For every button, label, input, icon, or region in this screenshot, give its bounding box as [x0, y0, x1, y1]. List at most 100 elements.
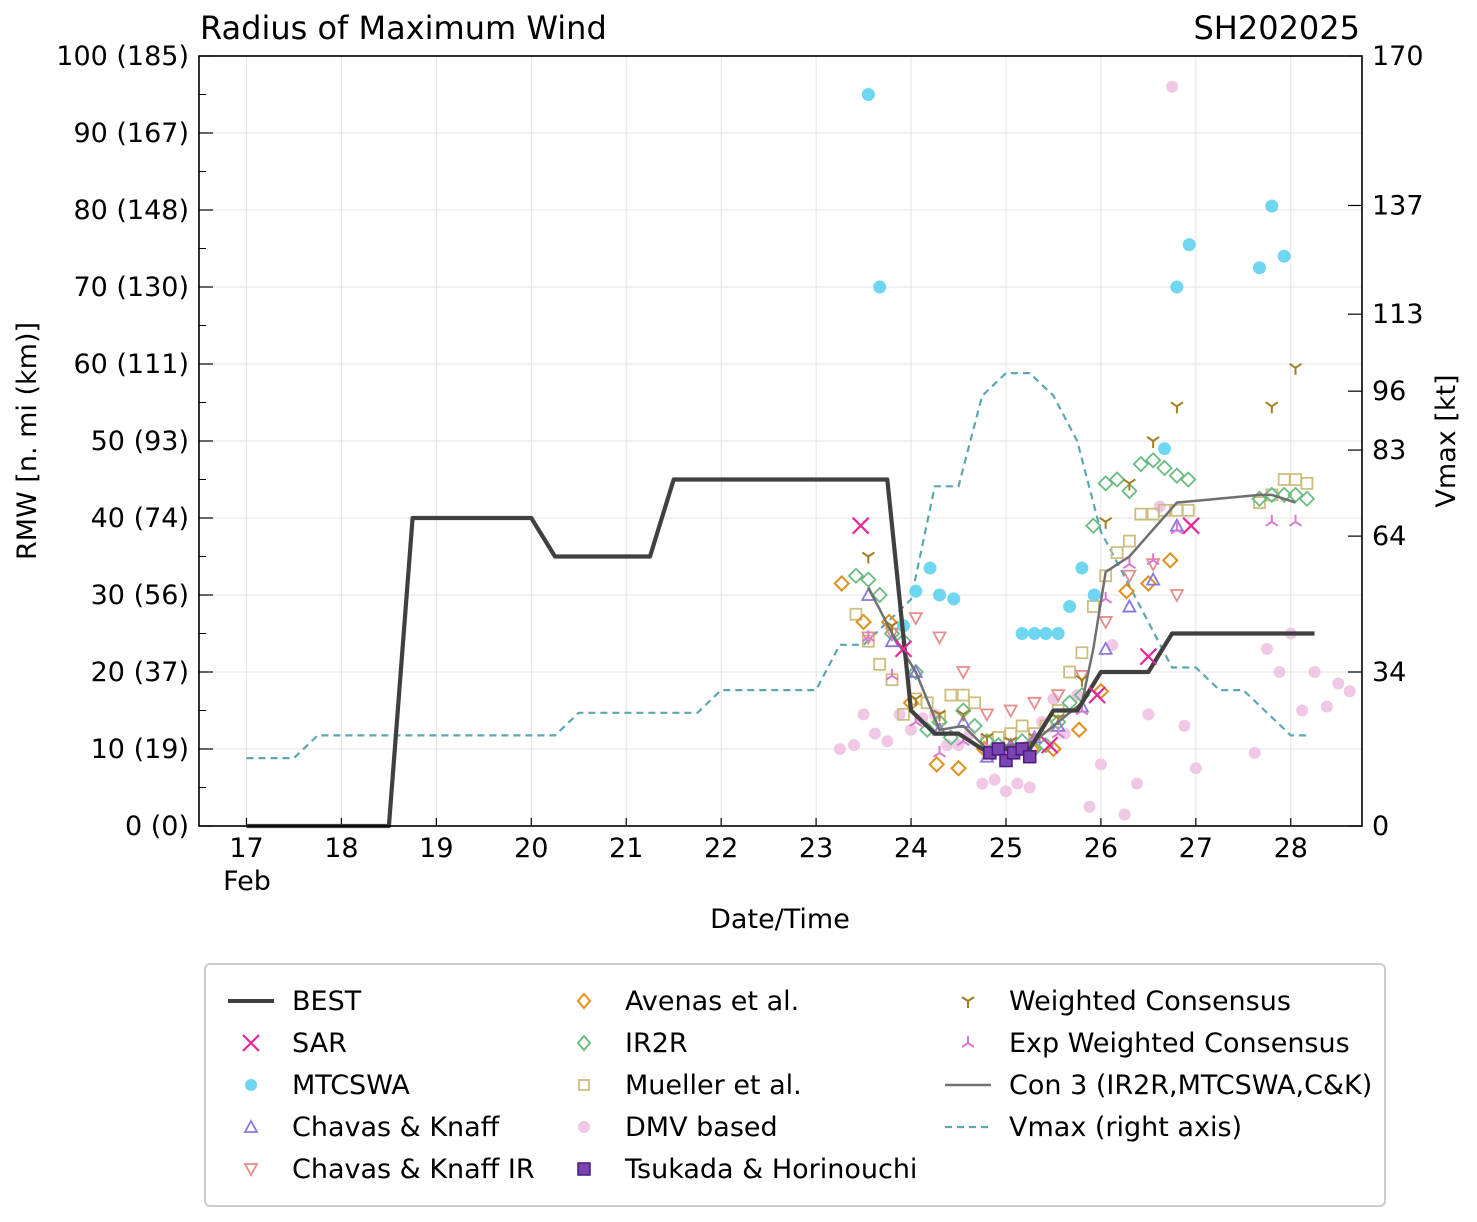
sar-point: [894, 640, 913, 658]
dmv-point: [988, 773, 1001, 786]
avenas-point: [1139, 575, 1157, 592]
legend-label: Tsukada & Horinouchi: [625, 1153, 918, 1185]
dmv-point: [1343, 685, 1356, 698]
chavas-knaff-point: [908, 664, 924, 678]
ir2r-point: [1275, 486, 1293, 504]
storm-id: SH202025: [1193, 9, 1360, 47]
exp-weighted-consensus-point: [1051, 726, 1065, 739]
legend-label: Avenas et al.: [625, 985, 800, 1017]
mtcswa-point: [1063, 600, 1077, 614]
dmv-point: [857, 708, 870, 721]
mueller-point: [1099, 569, 1113, 583]
chavas-knaff-point: [1121, 598, 1137, 613]
dmv-point: [833, 743, 846, 755]
avenas-point: [1118, 582, 1135, 600]
chavas-knaff-ir-point: [908, 612, 924, 626]
mueller-point: [1086, 600, 1100, 613]
legend-dot-marker-icon: [578, 1121, 590, 1133]
mueller-point: [1277, 473, 1291, 486]
avenas-point: [855, 613, 872, 631]
mtcswa-point: [1252, 261, 1266, 275]
right-tick-label: 96: [1372, 376, 1406, 407]
tsukada-point: [991, 742, 1006, 756]
x-tick-label: 19: [419, 833, 453, 864]
legend-label: Chavas & Knaff IR: [292, 1153, 535, 1185]
mtcswa-point: [1075, 561, 1089, 575]
mueller-point: [1015, 719, 1029, 733]
dmv-point: [1118, 808, 1131, 821]
mueller-point: [1300, 476, 1314, 490]
x-tick-label: 26: [1084, 833, 1118, 864]
avenas-point: [1161, 551, 1179, 569]
y-tick-label: 10 (19): [91, 734, 189, 765]
dmv-point: [1058, 727, 1071, 740]
weighted-consensus-point: [1146, 436, 1160, 448]
grid-lines: [199, 55, 1362, 827]
mueller-point: [956, 688, 970, 702]
mueller-point: [873, 657, 887, 671]
legend-item-mtcswa: MTCSWA: [226, 1065, 410, 1105]
ir2r-point: [1179, 471, 1197, 488]
y-tick-label: 70 (130): [73, 272, 189, 303]
weighted-consensus-point: [956, 709, 970, 722]
y-tick-label: 20 (37): [91, 657, 189, 688]
chavas-knaff-ir-point: [932, 631, 948, 646]
mueller-point: [897, 707, 910, 721]
chavas-knaff-ir-point: [1074, 669, 1090, 684]
mueller-point: [968, 696, 982, 710]
ir2r-point: [1108, 471, 1126, 488]
chart-title: Radius of Maximum Wind: [200, 9, 607, 47]
chavas-knaff-ir-point: [1026, 696, 1042, 711]
dmv-point: [1273, 666, 1286, 678]
exp-weighted-consensus-point: [1288, 514, 1303, 527]
dmv-point: [1332, 677, 1345, 690]
avenas-point: [928, 755, 946, 773]
weighted-consensus-point: [861, 551, 875, 564]
x-tick-label: 20: [514, 833, 548, 864]
x-tick-label: 23: [799, 833, 833, 864]
ir2r-point: [860, 571, 877, 588]
y-axis-ticks: 0 (0) 10 (19) 20 (37) 30 (56) 40 (74) 50 (93)…: [56, 41, 213, 842]
y-axis-label: RMW [n. mi (km)]: [12, 322, 43, 560]
legend-x-marker-icon: [242, 1034, 260, 1052]
dmv-point: [1023, 781, 1036, 794]
mueller-point: [1110, 546, 1124, 560]
dmv-point: [868, 727, 881, 740]
x-tick-label: 24: [894, 833, 928, 864]
sar-point: [1182, 516, 1200, 535]
legend-label: Exp Weighted Consensus: [1009, 1027, 1350, 1059]
mtcswa-point: [1170, 280, 1184, 294]
avenas-point: [1070, 721, 1088, 739]
dmv-point: [1261, 642, 1274, 655]
mtcswa-point: [1039, 627, 1053, 640]
mtcswa-point: [1087, 588, 1101, 602]
chavas-knaff-ir-point: [1003, 704, 1019, 719]
legend-tri-up-icon: [961, 1036, 975, 1048]
legend-label: Chavas & Knaff: [292, 1111, 500, 1143]
x-tick-label: 28: [1274, 833, 1308, 864]
weighted-consensus-point: [1099, 517, 1113, 529]
legend-label: Mueller et al.: [625, 1069, 802, 1101]
dmv-point: [1142, 708, 1155, 721]
mtcswa-point: [873, 280, 887, 294]
y-tick-label: 80 (148): [73, 195, 189, 226]
vmax-line: [246, 372, 1310, 760]
legend-item-sar: SAR: [226, 1023, 347, 1063]
legend-item-vmax: Vmax (right axis): [943, 1107, 1242, 1147]
dmv-point: [999, 785, 1012, 798]
legend-label: Vmax (right axis): [1009, 1111, 1243, 1143]
y-tick-label: 90 (167): [73, 118, 189, 149]
plot-frame: [198, 55, 1363, 827]
legend-item-best: BEST: [226, 981, 361, 1021]
legend-dot-marker-icon: [245, 1079, 257, 1091]
ir2r-point: [1156, 459, 1173, 477]
exp-weighted-consensus-point: [1265, 514, 1279, 527]
legend-label: BEST: [292, 985, 362, 1017]
chavas-knaff-ir-point: [1050, 689, 1066, 703]
right-tick-label: 34: [1372, 657, 1406, 688]
sar-point: [851, 516, 870, 535]
ir2r-point: [1121, 482, 1138, 500]
dmv-point: [893, 708, 906, 721]
sar-point: [1088, 686, 1106, 704]
legend-item-mueller: Mueller et al.: [559, 1065, 802, 1105]
